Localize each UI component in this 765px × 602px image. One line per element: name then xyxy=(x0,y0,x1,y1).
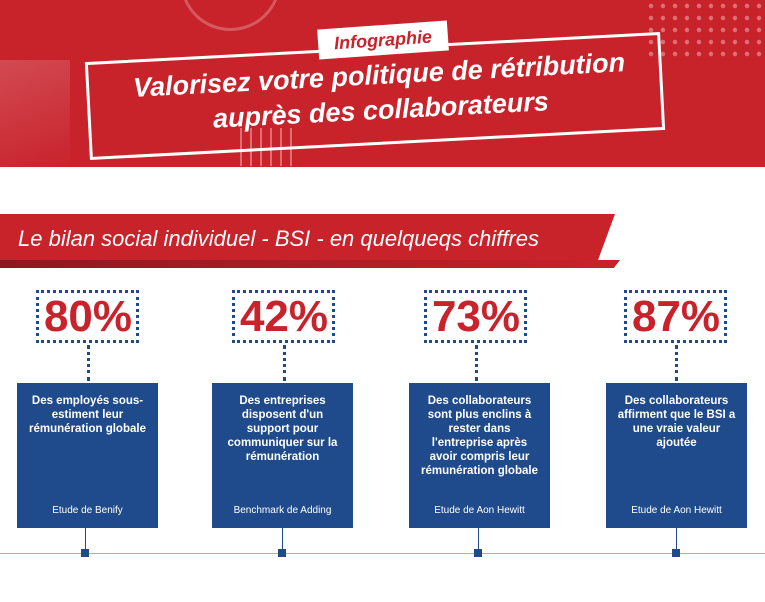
timeline-node xyxy=(672,549,680,557)
decorative-shape xyxy=(0,60,70,167)
stat-source: Etude de Aon Hewitt xyxy=(631,505,722,516)
stat-source: Benchmark de Adding xyxy=(233,505,332,516)
decorative-dots xyxy=(645,0,765,60)
connector-line xyxy=(475,345,478,381)
stat-percent-box: 73% xyxy=(424,290,528,344)
timeline-axis xyxy=(0,553,765,554)
connector-line xyxy=(283,345,286,381)
timeline-tick xyxy=(282,528,283,554)
stat-description: Des collaborateurs affirment que le BSI … xyxy=(617,395,736,449)
dotted-bracket xyxy=(624,290,727,343)
stat-percent-box: 87% xyxy=(624,290,728,344)
dotted-bracket xyxy=(424,290,527,343)
stat-description: Des collaborateurs sont plus enclins à r… xyxy=(421,395,538,477)
section-title: Le bilan social individuel - BSI - en qu… xyxy=(18,226,539,251)
section-banner xyxy=(0,214,615,264)
stat-source: Etude de Aon Hewitt xyxy=(434,505,525,516)
timeline-node xyxy=(474,549,482,557)
stat-percent: 42% xyxy=(239,292,329,341)
stat-description: Des entreprises disposent d'un support p… xyxy=(227,395,338,463)
stat-card: Des employés sous-estiment leur rémunéra… xyxy=(17,383,158,528)
stat-description: Des employés sous-estiment leur rémunéra… xyxy=(29,395,146,435)
timeline-node xyxy=(81,549,89,557)
dotted-bracket xyxy=(624,290,727,343)
stat-card: Des collaborateurs affirment que le BSI … xyxy=(606,383,747,528)
connector-line xyxy=(87,345,90,381)
dotted-bracket xyxy=(36,290,139,343)
stat-percent-box: 80% xyxy=(36,290,140,344)
dotted-bracket xyxy=(36,290,139,343)
decorative-circle xyxy=(180,0,281,31)
connector-line xyxy=(675,345,678,381)
dotted-bracket xyxy=(232,290,335,343)
stat-percent: 87% xyxy=(631,292,721,341)
stat-card: Des entreprises disposent d'un support p… xyxy=(212,383,353,528)
stat-percent-box: 42% xyxy=(232,290,336,344)
timeline-tick xyxy=(478,528,479,554)
dotted-bracket xyxy=(232,290,335,343)
decorative-bars xyxy=(240,128,300,166)
timeline-tick xyxy=(85,528,86,554)
timeline-node xyxy=(278,549,286,557)
stat-card: Des collaborateurs sont plus enclins à r… xyxy=(409,383,550,528)
stat-source: Etude de Benify xyxy=(52,505,123,516)
stat-percent: 80% xyxy=(43,292,133,341)
timeline-tick xyxy=(676,528,677,554)
dotted-bracket xyxy=(424,290,527,343)
section-banner-shadow xyxy=(0,260,620,268)
stat-percent: 73% xyxy=(431,292,521,341)
